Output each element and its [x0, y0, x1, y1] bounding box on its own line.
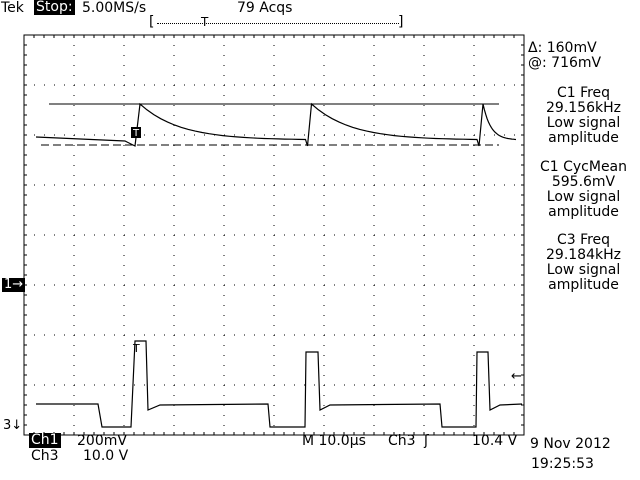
ch1-label[interactable]: Ch1: [29, 432, 61, 448]
ch1-ground-marker[interactable]: 1→: [2, 277, 26, 292]
trigger-marker-box-ch1: [131, 127, 141, 138]
trigger-marker-ch3: T: [132, 342, 140, 355]
measurement-value: 595.6mV: [551, 174, 616, 190]
trigger-slope-icon: ʃ: [424, 433, 429, 449]
measurement-title: C1 Freq: [556, 85, 611, 101]
ch1-waveform: [35, 102, 517, 147]
measurement-note: Low signal: [546, 262, 621, 278]
trigger-level-marker[interactable]: ←: [511, 369, 522, 384]
cursor-at-readout: @: 716mV: [528, 55, 602, 71]
trigger-marker-ch1: T: [132, 128, 140, 139]
date: 9 Nov 2012: [530, 436, 611, 452]
run-state-badge[interactable]: Stop:: [34, 0, 75, 15]
measurement-note: amplitude: [548, 130, 619, 146]
sample-rate: 5.00MS/s: [82, 0, 147, 16]
record-bracket-right: ]: [398, 14, 404, 30]
measurement-c1-cycmean: C1 CycMean 595.6mV Low signal amplitude: [527, 160, 640, 220]
measurement-c3-freq: C3 Freq 29.184kHz Low signal amplitude: [527, 233, 640, 293]
record-window-indicator: [157, 23, 399, 24]
measurement-note: amplitude: [548, 204, 619, 220]
measurement-c1-freq: C1 Freq 29.156kHz Low signal amplitude: [527, 86, 640, 146]
timebase: M 10.0µs: [302, 433, 366, 449]
graticule: [23, 34, 525, 436]
ch1-scale: 200mV: [77, 433, 127, 449]
measurement-value: 29.184kHz: [546, 247, 621, 263]
trigger-level: 10.4 V: [472, 433, 518, 449]
cursor-delta-readout: Δ: 160mV: [528, 40, 597, 56]
measurement-title: C3 Freq: [556, 232, 611, 248]
measurement-note: amplitude: [548, 277, 619, 293]
ch3-scale: 10.0 V: [83, 448, 129, 464]
record-bracket-left: [: [149, 14, 155, 30]
brand-label: Tek: [1, 0, 24, 16]
ch3-waveform: [36, 340, 523, 428]
measurement-note: Low signal: [546, 189, 621, 205]
ch3-ground-marker[interactable]: 3↓: [3, 418, 23, 433]
measurement-value: 29.156kHz: [546, 100, 621, 116]
time: 19:25:53: [531, 456, 594, 472]
measurement-title: C1 CycMean: [539, 159, 628, 175]
trigger-position-marker: T: [201, 15, 209, 29]
trigger-source: Ch3: [388, 433, 416, 449]
ch3-label[interactable]: Ch3: [31, 448, 59, 464]
acquisition-count: 79 Acqs: [237, 0, 293, 16]
measurement-note: Low signal: [546, 115, 621, 131]
